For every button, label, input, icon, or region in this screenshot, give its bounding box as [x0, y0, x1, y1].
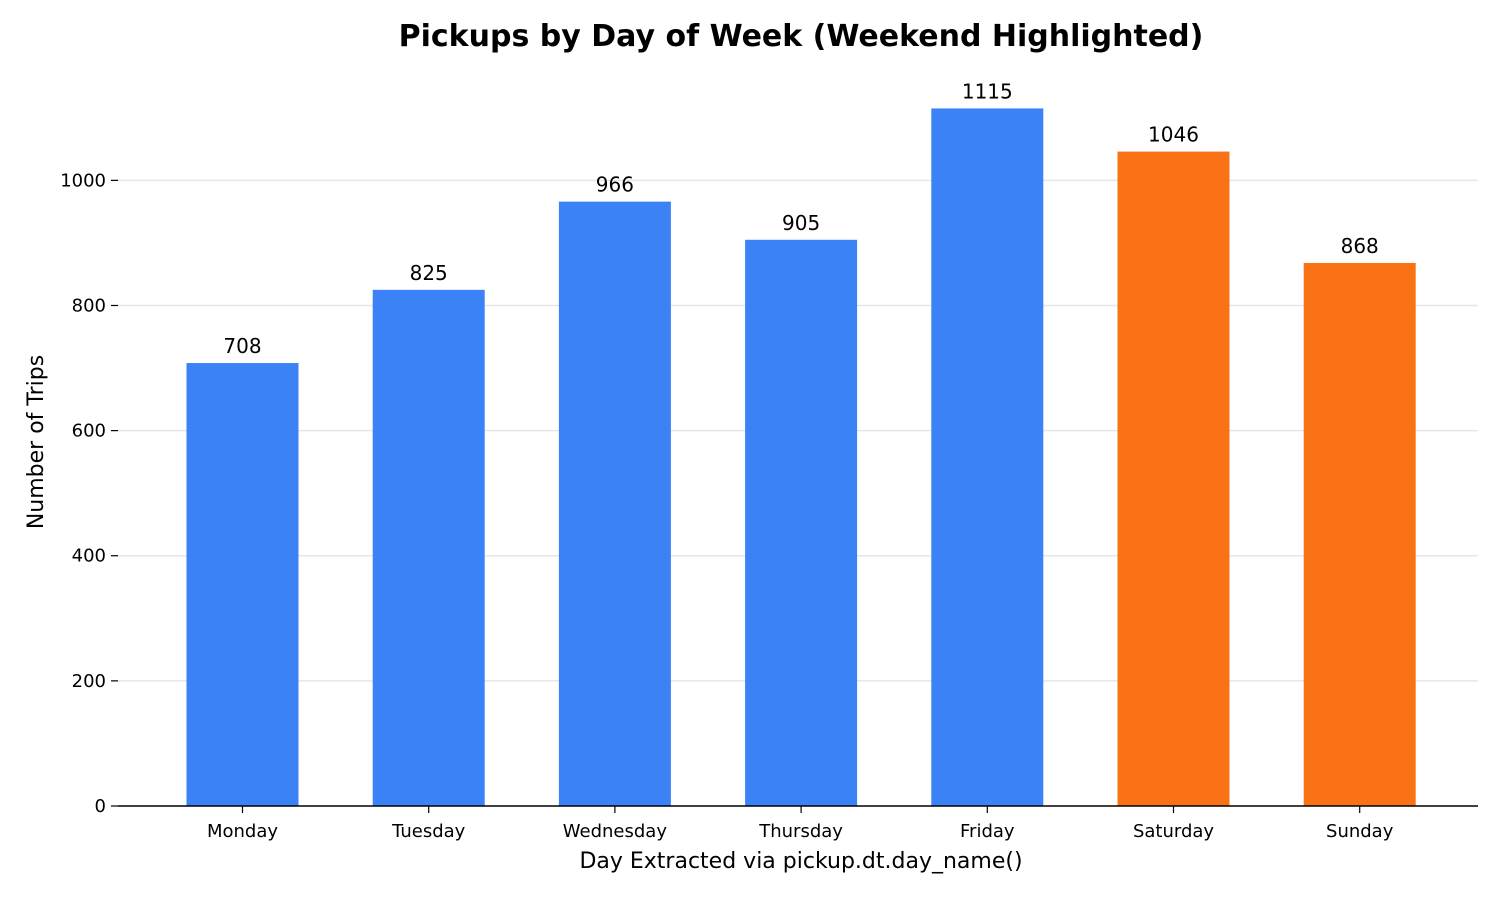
x-tick-label-thursday: Thursday [758, 821, 843, 842]
y-tick-label: 800 [72, 295, 106, 316]
data-label-friday: 1115 [962, 79, 1013, 103]
data-label-tuesday: 825 [410, 261, 448, 285]
x-axis: Monday Tuesday Wednesday Thursday Friday Satu… [118, 805, 1478, 842]
x-tick-label-friday: Friday [960, 821, 1015, 842]
data-label-monday: 708 [223, 334, 261, 358]
data-label-sunday: 868 [1341, 234, 1379, 258]
data-label-saturday: 1046 [1148, 123, 1199, 147]
chart-title: Pickups by Day of Week (Weekend Highligh… [399, 19, 1204, 54]
bar-sunday [1303, 262, 1416, 806]
x-axis-label: Day Extracted via pickup.dt.day_name() [579, 849, 1022, 874]
data-label-wednesday: 966 [596, 173, 634, 197]
bar-tuesday [372, 289, 485, 806]
y-tick-label: 200 [72, 671, 106, 692]
x-tick-label-saturday: Saturday [1133, 821, 1214, 842]
x-tick-label-monday: Monday [207, 821, 278, 842]
x-tick-label-sunday: Sunday [1326, 821, 1394, 842]
x-tick-label-tuesday: Tuesday [391, 821, 466, 842]
x-tick-label-wednesday: Wednesday [563, 821, 668, 842]
data-label-thursday: 905 [782, 211, 820, 235]
bar-thursday [745, 239, 858, 807]
data-labels: 708 825 966 905 1115 1046 868 [223, 79, 1378, 358]
bar-friday [931, 108, 1044, 806]
y-tick-label: 600 [72, 421, 106, 442]
bar-wednesday [558, 201, 671, 807]
bar-monday [186, 363, 299, 806]
bar-saturday [1117, 151, 1230, 807]
y-tick-label: 1000 [60, 170, 106, 191]
y-tick-label: 400 [72, 546, 106, 567]
y-axis: 0 200 400 600 800 1000 [60, 170, 118, 817]
y-tick-label: 0 [95, 796, 106, 817]
y-axis-label: Number of Trips [24, 355, 49, 529]
bars [186, 108, 1416, 807]
